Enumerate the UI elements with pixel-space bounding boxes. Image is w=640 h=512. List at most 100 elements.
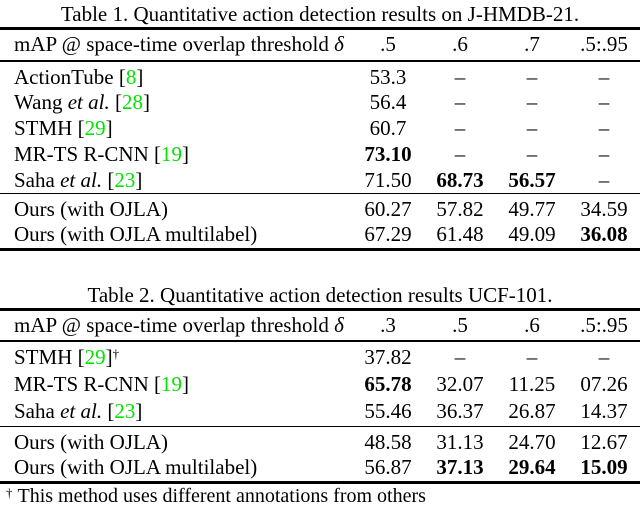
table-row: Saha et al. [23] 71.50 68.73 56.57 – bbox=[0, 168, 640, 194]
map-value: – bbox=[526, 345, 538, 369]
method-label: Ours (with OJLA) bbox=[14, 197, 168, 221]
table-row: Ours (with OJLA) 60.27 57.82 49.77 34.59 bbox=[0, 194, 640, 223]
map-value: – bbox=[454, 90, 466, 114]
table-2-section: Table 2. Quantitative action detection r… bbox=[0, 282, 640, 509]
footnote-text: This method uses different annotations f… bbox=[17, 485, 426, 507]
map-value: 56.4 bbox=[369, 90, 407, 114]
citation-link[interactable]: 28 bbox=[121, 90, 143, 114]
map-value: 53.3 bbox=[369, 64, 407, 89]
method-cell: Saha et al. [23] bbox=[14, 399, 143, 424]
method-label: Ours (with OJLA multilabel) bbox=[14, 222, 258, 247]
method-cell: Ours (with OJLA multilabel) bbox=[0, 222, 352, 249]
method-label: Ours (with OJLA multilabel) bbox=[14, 455, 258, 480]
map-value: 48.58 bbox=[364, 429, 412, 454]
column-header-threshold: .6 bbox=[524, 312, 540, 337]
map-value: 24.70 bbox=[508, 429, 556, 454]
map-value: 49.09 bbox=[508, 222, 556, 247]
table-row: MR-TS R-CNN [19] 73.10 – – – bbox=[0, 142, 640, 168]
map-value: 37.13 bbox=[436, 455, 484, 480]
method-cell: Wang et al. [28] bbox=[14, 90, 150, 114]
et-al-label: et al. bbox=[54, 167, 103, 192]
map-value: 60.7 bbox=[369, 116, 407, 140]
table-header: mAP @ space-time overlap threshold δ .3 .5… bbox=[0, 309, 640, 341]
method-cell: STMH [29]† bbox=[14, 345, 120, 369]
map-value: 11.25 bbox=[508, 371, 556, 396]
header-row: mAP @ space-time overlap threshold δ .5 .6… bbox=[0, 28, 640, 61]
ours-row-group: Ours (with OJLA) 48.58 31.13 24.70 12.67 Ours… bbox=[0, 426, 640, 483]
method-label: MR-TS R-CNN bbox=[14, 142, 149, 166]
table-2-caption: Table 2. Quantitative action detection r… bbox=[87, 282, 553, 307]
map-value: 36.08 bbox=[580, 222, 628, 247]
map-value: – bbox=[598, 167, 610, 192]
delta-symbol: δ bbox=[334, 32, 344, 57]
citation-link[interactable]: 19 bbox=[161, 142, 183, 166]
citation-link[interactable]: 19 bbox=[161, 371, 183, 396]
table-row: STMH [29]† 37.82 – – – bbox=[0, 341, 640, 370]
map-value: 32.07 bbox=[436, 371, 484, 396]
map-value: – bbox=[598, 345, 610, 369]
method-cell: MR-TS R-CNN [19] bbox=[14, 142, 190, 166]
map-value: 37.82 bbox=[364, 345, 412, 369]
map-value: 57.82 bbox=[436, 197, 484, 221]
citation-link[interactable]: 8 bbox=[125, 64, 137, 89]
map-value: 55.46 bbox=[364, 399, 412, 424]
method-cell: Saha et al. [23] bbox=[14, 167, 143, 192]
table-1-section: Table 1. Quantitative action detection r… bbox=[0, 2, 640, 251]
table-row: Ours (with OJLA) 48.58 31.13 24.70 12.67 bbox=[0, 426, 640, 455]
baseline-row-group: ActionTube [8] 53.3– – – Wang et al. [28] 56.… bbox=[0, 61, 640, 194]
citation-link[interactable]: 23 bbox=[114, 167, 136, 192]
table-1-caption: Table 1. Quantitative action detection r… bbox=[60, 2, 580, 26]
method-label: Wang bbox=[14, 90, 63, 114]
method-label: STMH bbox=[14, 345, 73, 369]
citation-link[interactable]: 29 bbox=[84, 345, 106, 369]
results-table-jhmdb21: mAP @ space-time overlap threshold δ .5 .6… bbox=[0, 27, 640, 251]
map-value: – bbox=[526, 142, 538, 166]
citation-link[interactable]: 29 bbox=[84, 116, 106, 140]
map-value: 68.73 bbox=[436, 167, 484, 192]
citation-link[interactable]: 23 bbox=[114, 399, 136, 424]
delta-symbol: δ bbox=[334, 312, 344, 337]
map-value: 26.87 bbox=[508, 399, 556, 424]
map-value: 56.87 bbox=[364, 455, 412, 480]
map-value: 56.57 bbox=[508, 167, 556, 192]
method-label: MR-TS R-CNN bbox=[14, 371, 149, 396]
map-value: – bbox=[454, 64, 466, 89]
et-al-label: et al. bbox=[54, 399, 103, 424]
method-cell: Ours (with OJLA multilabel) bbox=[0, 455, 352, 483]
header-row: mAP @ space-time overlap threshold δ .3 .5… bbox=[0, 309, 640, 341]
table-2-footnote: † This method uses different annotations … bbox=[0, 485, 640, 508]
method-cell: Ours (with OJLA) bbox=[0, 194, 352, 223]
map-value: 34.59 bbox=[580, 197, 628, 221]
map-value: – bbox=[454, 116, 466, 140]
dagger-marker: † bbox=[112, 346, 120, 361]
ours-row-group: Ours (with OJLA) 60.27 57.82 49.77 34.59 Ours… bbox=[0, 193, 640, 250]
map-value: 36.37 bbox=[436, 399, 484, 424]
method-label: Ours (with OJLA) bbox=[14, 429, 168, 454]
column-header-threshold: .5 bbox=[380, 32, 396, 57]
method-cell: ActionTube [8] bbox=[14, 64, 144, 89]
table-header: mAP @ space-time overlap threshold δ .5 .6… bbox=[0, 28, 640, 61]
method-label: ActionTube bbox=[14, 64, 114, 89]
map-value: – bbox=[526, 116, 538, 140]
column-header-threshold: .5:.95 bbox=[580, 32, 628, 57]
table-row: Wang et al. [28] 56.4 – – – bbox=[0, 90, 640, 116]
method-label: STMH bbox=[14, 116, 73, 140]
column-header-metric: mAP @ space-time overlap threshold δ bbox=[0, 309, 352, 341]
map-value: – bbox=[454, 142, 466, 166]
header-label: mAP @ space-time overlap threshold bbox=[14, 312, 335, 337]
column-header-threshold: .3 bbox=[380, 312, 396, 337]
map-value: – bbox=[598, 142, 610, 166]
et-al-label: et al. bbox=[62, 90, 110, 114]
map-value: 61.48 bbox=[436, 222, 484, 247]
map-value: – bbox=[454, 345, 466, 369]
method-cell: STMH [29] bbox=[14, 116, 113, 140]
method-label: Saha bbox=[14, 167, 55, 192]
map-value: 07.26 bbox=[580, 371, 628, 396]
column-header-threshold: .6 bbox=[452, 32, 468, 57]
map-value: 49.77 bbox=[508, 197, 556, 221]
map-value: 15.09 bbox=[580, 455, 628, 480]
table-row: Ours (with OJLA multilabel) 56.87 37.13 29.… bbox=[0, 455, 640, 483]
map-value: – bbox=[598, 90, 610, 114]
method-cell: MR-TS R-CNN [19] bbox=[14, 371, 190, 396]
